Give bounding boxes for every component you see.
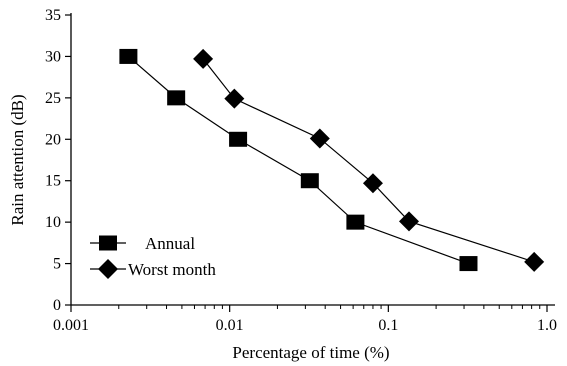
y-axis-label: Rain attention (dB) — [8, 94, 27, 225]
y-tick-label: 5 — [53, 256, 61, 273]
series-line — [128, 55, 469, 265]
legend-entry: Annual — [90, 234, 195, 253]
y-tick-label: 35 — [45, 7, 61, 24]
diamond-marker — [399, 211, 420, 232]
diamond-marker — [193, 48, 214, 69]
axes: 0 5 10 15 20 25 30 35 0.001 0.01 0.1 1.0 — [45, 7, 557, 334]
series-layer — [119, 48, 545, 272]
legend-marker — [98, 259, 118, 279]
diamond-marker — [524, 251, 545, 272]
x-tick-label: 0.1 — [378, 317, 398, 334]
square-marker — [229, 131, 248, 147]
y-tick-label: 15 — [45, 173, 61, 190]
series-worst-month — [193, 48, 545, 272]
y-tick-label: 0 — [53, 297, 61, 314]
x-tick-label: 1.0 — [537, 317, 557, 334]
square-marker — [119, 48, 138, 64]
square-marker — [346, 214, 365, 230]
diamond-marker — [362, 173, 383, 194]
x-axis-label: Percentage of time (%) — [232, 343, 389, 362]
y-tick-label: 25 — [45, 90, 61, 107]
legend-label: Worst month — [128, 260, 216, 279]
series-line — [202, 58, 535, 263]
y-tick-label: 30 — [45, 48, 61, 65]
y-tick-label: 10 — [45, 214, 61, 231]
square-marker — [459, 256, 478, 272]
square-marker — [167, 90, 186, 106]
diamond-marker — [309, 128, 330, 149]
legend: Annual Worst month — [90, 234, 216, 279]
legend-marker — [99, 235, 117, 251]
series-annual — [119, 48, 478, 272]
legend-label: Annual — [145, 234, 195, 253]
x-tick-label: 0.001 — [53, 317, 89, 334]
x-tick-label: 0.01 — [216, 317, 244, 334]
y-tick-label: 20 — [45, 131, 61, 148]
legend-entry: Worst month — [90, 259, 216, 279]
square-marker — [300, 173, 319, 189]
diamond-marker — [224, 88, 245, 109]
